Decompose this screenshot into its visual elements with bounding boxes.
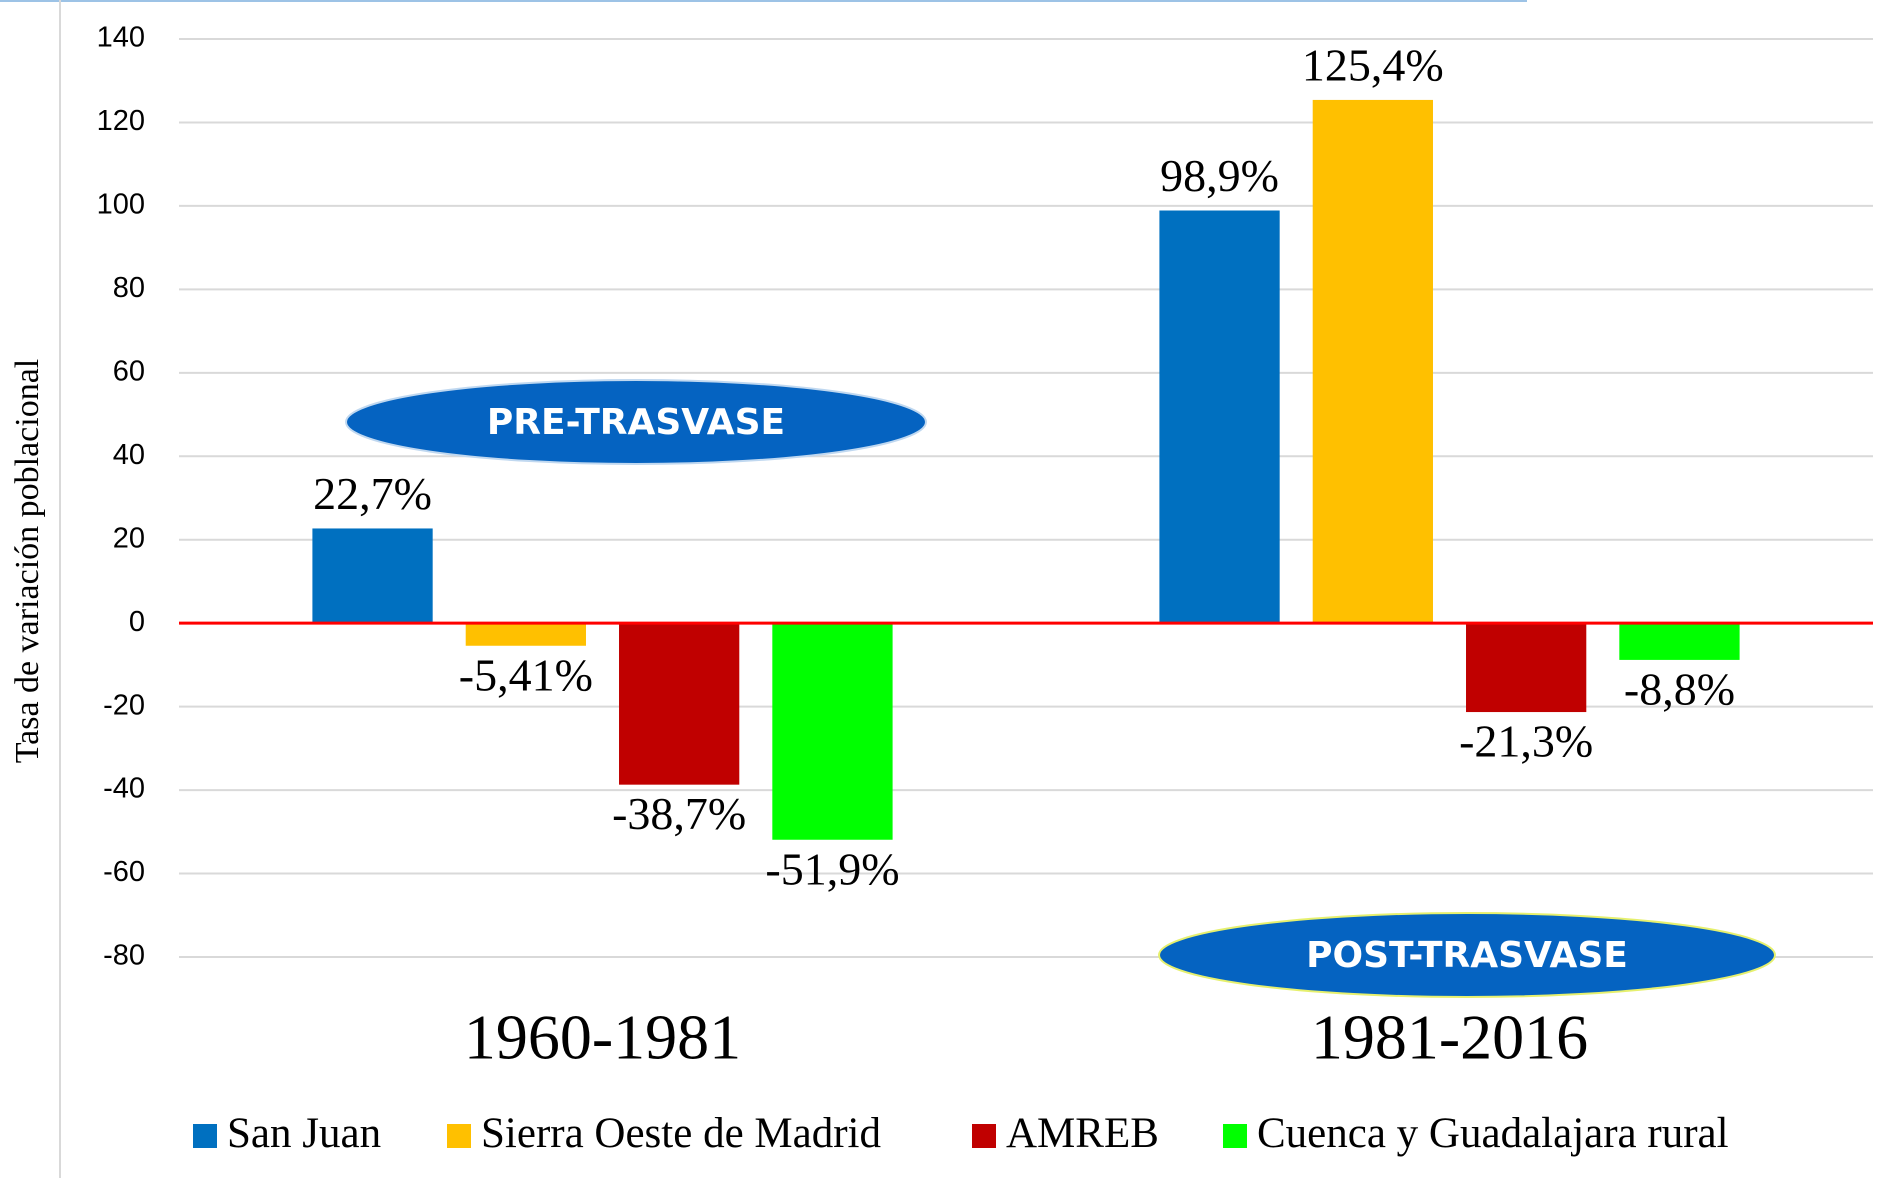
value-label: 98,9% bbox=[1160, 150, 1279, 201]
y-tick-label: 0 bbox=[129, 606, 145, 638]
y-tick-label: -20 bbox=[103, 689, 145, 721]
value-label: -5,41% bbox=[459, 649, 593, 700]
legend-label: San Juan bbox=[227, 1110, 381, 1157]
y-tick-label: 60 bbox=[113, 355, 145, 387]
value-label: -8,8% bbox=[1624, 663, 1735, 714]
bar bbox=[619, 623, 740, 785]
y-tick-label: 80 bbox=[113, 272, 145, 304]
bar bbox=[1159, 210, 1280, 624]
y-tick-label: -40 bbox=[103, 773, 145, 805]
value-label: -38,7% bbox=[612, 788, 746, 839]
annotation: PRE-TRASVASE bbox=[487, 402, 785, 443]
legend-swatch bbox=[193, 1124, 217, 1148]
value-label: 22,7% bbox=[313, 468, 432, 519]
annotation-ellipse bbox=[345, 379, 927, 465]
annotation-ellipse bbox=[1158, 912, 1776, 998]
bar bbox=[1619, 623, 1740, 660]
bar bbox=[1466, 623, 1587, 713]
value-label: 125,4% bbox=[1302, 39, 1444, 90]
legend-swatch bbox=[972, 1124, 996, 1148]
bar bbox=[1312, 99, 1433, 624]
annotation: POST-TRASVASE bbox=[1306, 935, 1628, 976]
x-tick-label: 1960-1981 bbox=[464, 1002, 741, 1073]
y-tick-label: 140 bbox=[97, 22, 145, 54]
bar bbox=[465, 623, 586, 646]
legend-label: AMREB bbox=[1006, 1110, 1159, 1157]
legend-swatch bbox=[1223, 1124, 1247, 1148]
y-tick-label: -80 bbox=[103, 940, 145, 972]
y-tick-label: 20 bbox=[113, 522, 145, 554]
bar bbox=[312, 528, 433, 624]
value-label: -21,3% bbox=[1459, 716, 1593, 767]
value-label: -51,9% bbox=[765, 843, 899, 894]
bar bbox=[772, 623, 893, 840]
y-tick-label: 100 bbox=[97, 189, 145, 221]
y-axis-label: Tasa de variación poblacional bbox=[9, 359, 46, 764]
y-tick-label: 40 bbox=[113, 439, 145, 471]
y-tick-label: 120 bbox=[97, 105, 145, 137]
x-tick-label: 1981-2016 bbox=[1311, 1002, 1588, 1073]
legend-label: Cuenca y Guadalajara rural bbox=[1257, 1110, 1729, 1157]
legend-swatch bbox=[447, 1124, 471, 1148]
y-tick-label: -60 bbox=[103, 856, 145, 888]
legend-label: Sierra Oeste de Madrid bbox=[481, 1110, 881, 1157]
